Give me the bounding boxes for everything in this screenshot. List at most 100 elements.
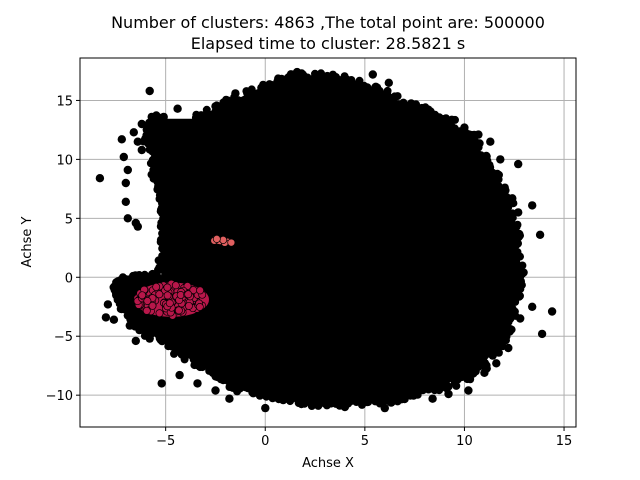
outlier-point (129, 128, 138, 137)
colored-cluster-point (155, 309, 164, 318)
outlier-point (474, 130, 483, 139)
cluster-edge-point (489, 180, 498, 189)
cluster-edge-point (166, 340, 175, 349)
cluster-edge-point (151, 153, 160, 162)
cluster-edge-point (439, 115, 448, 123)
outlier-point (231, 89, 240, 98)
colored-cluster-point (152, 282, 161, 291)
outlier-point (157, 379, 166, 388)
outlier-point (292, 67, 302, 77)
cluster-edge-point (211, 365, 220, 374)
colored-cluster-point (138, 291, 147, 300)
outlier-point (225, 394, 234, 403)
cluster-edge-point (144, 273, 153, 282)
cluster-edge-point (482, 343, 491, 352)
cluster-edge-point (183, 347, 191, 356)
cluster-edge-point (343, 88, 351, 97)
x-tick-label: 0 (261, 434, 269, 449)
cluster-edge-point (169, 245, 178, 254)
colored-cluster-point (184, 290, 193, 299)
cluster-edge-point (142, 325, 151, 334)
x-axis-label: Achse X (302, 456, 354, 471)
cluster-edge-point (351, 388, 360, 397)
outlier-point (500, 310, 509, 320)
colored-cluster-point (212, 234, 221, 243)
cluster-edge-point (408, 379, 417, 388)
outlier-point (496, 155, 505, 164)
cluster-edge-point (374, 391, 383, 400)
cluster-edge-point (451, 115, 459, 124)
outlier-point (109, 315, 119, 324)
cluster-edge-point (477, 167, 486, 176)
outlier-point (428, 394, 437, 403)
cluster-edge-point (196, 363, 204, 372)
cluster-edge-point (421, 107, 430, 116)
outlier-point (460, 123, 469, 132)
cluster-edge-point (441, 373, 450, 382)
cluster-edge-point (167, 191, 176, 200)
cluster-edge-point (205, 118, 214, 127)
cluster-edge-point (167, 203, 176, 212)
cluster-edge-point (423, 114, 432, 123)
cluster-edge-point (430, 116, 439, 125)
cluster-edge-point (490, 326, 499, 335)
cluster-edge-point (434, 378, 443, 387)
outlier-point (350, 90, 360, 99)
outlier-point (506, 325, 515, 334)
cluster-edge-point (235, 96, 244, 105)
cluster-edge-point (269, 83, 278, 91)
outlier-point (123, 214, 132, 223)
outlier-point (486, 137, 495, 146)
cluster-edge-point (200, 111, 209, 120)
outlier-point (137, 145, 146, 155)
colored-cluster-point (143, 297, 152, 305)
cluster-edge-point (508, 304, 517, 313)
cluster-edge-point (280, 387, 289, 395)
outlier-point (504, 343, 513, 353)
outlier-point (95, 174, 105, 183)
outlier-point (547, 307, 557, 316)
colored-cluster-point (148, 301, 157, 310)
outlier-point (380, 403, 389, 413)
outlier-point (528, 201, 537, 210)
cluster-edge-point (219, 370, 228, 379)
outlier-point (394, 392, 403, 401)
cluster-edge-point (300, 394, 309, 403)
colored-cluster-point (196, 286, 205, 295)
colored-cluster-point (174, 306, 183, 315)
cluster-edge-point (315, 400, 324, 409)
cluster-edge-point (474, 143, 483, 152)
cluster-edge-point (225, 99, 234, 107)
cluster-edge-point (250, 93, 259, 102)
cluster-edge-point (284, 73, 293, 82)
cluster-edge-point (244, 97, 253, 106)
cluster-edge-point (451, 372, 460, 381)
cluster-edge-point (443, 381, 452, 390)
cluster-edge-point (205, 366, 214, 375)
cluster-edge-point (154, 265, 162, 274)
outlier-point (480, 368, 489, 377)
outlier-point (121, 178, 130, 188)
cluster-edge-point (482, 349, 490, 358)
cluster-edge-point (364, 398, 373, 407)
outlier-point (133, 137, 142, 146)
ticks: −5 0 5 10 15 −10 −5 0 5 10 15 (46, 94, 573, 449)
cluster-edge-point (165, 323, 174, 332)
cluster-edge-point (161, 263, 170, 272)
cluster-edge-point (513, 248, 522, 257)
cluster-edge-point (331, 394, 340, 402)
cluster-edge-point (266, 383, 275, 391)
data-layer (95, 67, 557, 413)
outlier-point (286, 393, 296, 402)
cluster-edge-point (131, 272, 140, 281)
cluster-edge-point (350, 80, 359, 89)
outlier-point (316, 84, 326, 93)
colored-cluster-point (155, 290, 164, 299)
cluster-edge-point (308, 392, 317, 401)
colored-cluster-point (163, 291, 172, 300)
outlier-point (528, 302, 537, 311)
outlier-point (514, 159, 523, 169)
y-tick-label: 5 (65, 212, 73, 227)
outlier-point (514, 208, 523, 217)
